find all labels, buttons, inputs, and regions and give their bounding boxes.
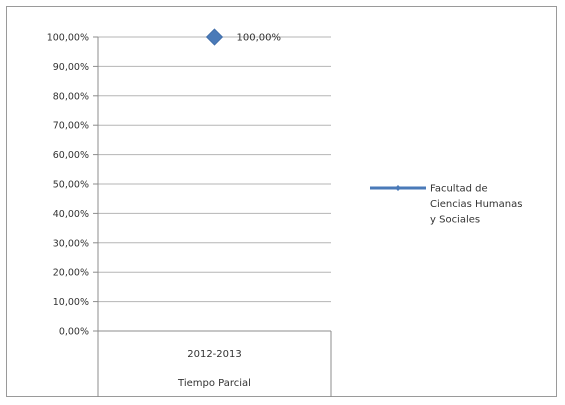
legend-marker-swatch <box>395 185 401 191</box>
y-tick-label: 30,00% <box>53 238 89 249</box>
y-tick-label: 80,00% <box>53 91 89 102</box>
x-tick-label: Tiempo Parcial <box>177 378 251 389</box>
legend-label: Facultad de <box>430 184 488 195</box>
gridlines <box>98 36 331 332</box>
y-tick-label: 0,00% <box>59 327 89 338</box>
y-tick-label: 60,00% <box>53 150 89 161</box>
legend: Facultad de Ciencias Humanas y Sociales <box>370 184 522 226</box>
y-axis-ticks: 0,00% 10,00% 20,00% 30,00% 40,00% 50,00% 60,00… <box>47 33 98 338</box>
data-label: 100,00% <box>237 33 282 44</box>
y-tick-label: 10,00% <box>53 297 89 308</box>
y-tick-label: 70,00% <box>53 121 89 132</box>
y-tick-label: 100,00% <box>47 33 89 44</box>
y-tick-label: 40,00% <box>53 209 89 220</box>
x-axis-categories: 2012-2013 Tiempo Parcial <box>177 349 251 389</box>
y-tick-label: 20,00% <box>53 268 89 279</box>
data-point-marker <box>205 28 224 46</box>
x-tick-label: 2012-2013 <box>187 349 242 360</box>
series-marks: 100,00% <box>205 28 282 46</box>
axes <box>97 37 332 397</box>
legend-label: y Sociales <box>430 215 480 226</box>
y-tick-label: 50,00% <box>53 180 89 191</box>
legend-label: Ciencias Humanas <box>430 199 522 210</box>
y-tick-label: 90,00% <box>53 62 89 73</box>
